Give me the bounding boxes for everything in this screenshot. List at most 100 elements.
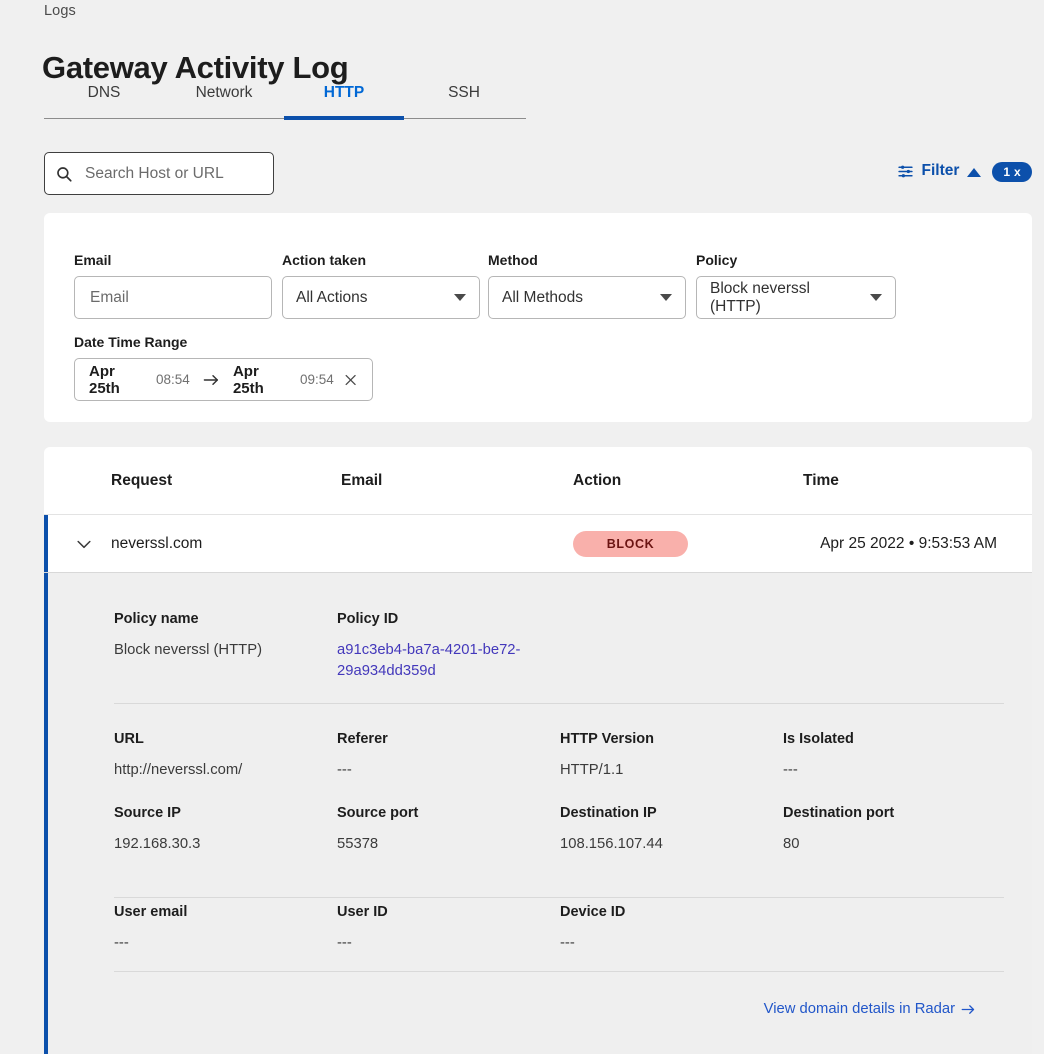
tab-ssh[interactable]: SSH (448, 84, 480, 101)
detail-device-id: Device ID --- (560, 904, 770, 954)
view-domain-details-in-radar-link[interactable]: View domain details in Radar (764, 1001, 976, 1017)
table-header-row: Request Email Action Time (44, 447, 1032, 515)
tab-http[interactable]: HTTP (284, 74, 404, 120)
detail-divider (114, 703, 1004, 704)
tab-dns[interactable]: DNS (87, 84, 121, 101)
detail-referer-label: Referer (337, 731, 388, 747)
date-range-end-date[interactable]: Apr 25th (232, 362, 264, 397)
detail-policy-id-link[interactable]: a91c3eb4-ba7a-4201-be72-29a934dd359d (337, 642, 521, 679)
detail-policy-id: Policy ID a91c3eb4-ba7a-4201-be72-29a934… (337, 611, 547, 682)
detail-device-id-label: Device ID (560, 904, 626, 920)
date-range-end-time[interactable]: 09:54 (299, 372, 334, 387)
column-header-action: Action (573, 471, 622, 489)
date-range-start-date[interactable]: Apr 25th (89, 362, 120, 397)
arrow-right-icon (961, 1004, 975, 1014)
row-selected-accent (44, 515, 48, 572)
date-range-control[interactable]: Apr 25th 08:54 Apr 25th 09:54 (74, 358, 373, 401)
caret-up-icon (967, 167, 982, 177)
detail-url: URL http://neverssl.com/ (114, 731, 324, 781)
detail-destination-port: Destination port 80 (783, 805, 993, 855)
detail-url-value: http://neverssl.com/ (114, 762, 243, 778)
detail-policy-name: Policy name Block neverssl (HTTP) (114, 611, 324, 661)
detail-http-version-label: HTTP Version (560, 731, 655, 747)
detail-user-email-label: User email (114, 904, 188, 920)
row-time: Apr 25 2022 • 9:53:53 AM (820, 534, 997, 552)
detail-user-id-label: User ID (337, 904, 388, 920)
action-taken-filter-label: Action taken (282, 252, 367, 268)
detail-is-isolated: Is Isolated --- (783, 731, 993, 781)
filter-field-date-time-range: Date Time Range Apr 25th 08:54 Apr 25th … (74, 334, 374, 401)
detail-http-version-value: HTTP/1.1 (560, 762, 624, 778)
arrow-right-icon (203, 374, 218, 385)
page-title: Gateway Activity Log (42, 49, 349, 85)
action-taken-select[interactable]: All Actions (282, 276, 480, 319)
filter-field-action-taken: Action taken All Actions (282, 252, 480, 319)
row-detail-panel: Policy name Block neverssl (HTTP) Policy… (44, 573, 1032, 1054)
detail-user-email-value: --- (114, 935, 129, 951)
detail-is-isolated-label: Is Isolated (783, 731, 854, 747)
detail-source-ip-value: 192.168.30.3 (114, 836, 201, 852)
filter-label: Filter (921, 162, 960, 179)
date-range-start-time[interactable]: 08:54 (156, 372, 190, 387)
email-filter-label: Email (74, 252, 112, 268)
detail-destination-ip-label: Destination IP (560, 805, 657, 821)
email-filter-input[interactable] (88, 287, 258, 308)
log-type-tabs: DNS Network HTTP SSH (44, 74, 526, 120)
breadcrumb[interactable]: Logs (44, 3, 76, 19)
detail-user-id-value: --- (337, 935, 352, 951)
radar-link-label: View domain details in Radar (763, 1001, 955, 1017)
method-filter-label: Method (488, 252, 538, 268)
detail-source-port-label: Source port (337, 805, 419, 821)
policy-value: Block neverssl (HTTP) (710, 279, 810, 315)
detail-user-email: User email --- (114, 904, 324, 954)
tab-network[interactable]: Network (195, 84, 253, 101)
table-row[interactable]: neverssl.com BLOCK Apr 25 2022 • 9:53:53… (44, 515, 1032, 573)
detail-destination-port-label: Destination port (783, 805, 895, 821)
status-badge: BLOCK (573, 530, 688, 557)
sliders-icon (897, 165, 913, 177)
date-range-label: Date Time Range (74, 334, 188, 350)
detail-destination-port-value: 80 (783, 836, 800, 852)
detail-referer-value: --- (337, 762, 352, 778)
column-header-time: Time (803, 471, 839, 489)
detail-device-id-value: --- (560, 935, 575, 951)
detail-source-port: Source port 55378 (337, 805, 547, 855)
search-input[interactable] (83, 163, 263, 184)
detail-policy-id-label: Policy ID (337, 611, 399, 627)
method-value: All Methods (502, 288, 583, 306)
detail-is-isolated-value: --- (783, 762, 798, 778)
policy-filter-label: Policy (696, 252, 738, 268)
detail-policy-name-value: Block neverssl (HTTP) (114, 642, 262, 658)
detail-referer: Referer --- (337, 731, 547, 781)
email-filter-input-wrap[interactable] (74, 276, 272, 319)
filter-panel: Email Action taken All Actions Method Al… (44, 213, 1032, 422)
filter-field-email: Email (74, 252, 272, 319)
action-taken-value: All Actions (296, 288, 368, 306)
policy-select[interactable]: Block neverssl (HTTP) (696, 276, 896, 319)
detail-selected-accent (44, 573, 48, 1054)
chevron-down-icon[interactable] (74, 534, 94, 554)
detail-user-id: User ID --- (337, 904, 547, 954)
activity-log-table: Request Email Action Time neverssl.com B… (44, 447, 1032, 573)
detail-destination-ip-value: 108.156.107.44 (560, 836, 663, 852)
detail-source-ip: Source IP 192.168.30.3 (114, 805, 324, 855)
filter-count-badge[interactable]: 1 x (992, 162, 1032, 182)
detail-policy-name-label: Policy name (114, 611, 199, 627)
method-select[interactable]: All Methods (488, 276, 686, 319)
detail-source-ip-label: Source IP (114, 805, 181, 821)
filter-toggle[interactable]: Filter 1 x (897, 160, 1032, 182)
detail-destination-ip: Destination IP 108.156.107.44 (560, 805, 770, 855)
chevron-down-icon (454, 294, 466, 301)
detail-content: Policy name Block neverssl (HTTP) Policy… (114, 573, 1004, 1054)
row-request-host: neverssl.com (111, 534, 203, 552)
search-box[interactable] (44, 152, 274, 195)
detail-divider (114, 971, 1004, 972)
filter-field-method: Method All Methods (488, 252, 686, 319)
filter-field-policy: Policy Block neverssl (HTTP) (696, 252, 896, 319)
detail-divider (114, 897, 1004, 898)
column-header-email: Email (341, 471, 383, 489)
close-icon[interactable] (343, 372, 358, 388)
chevron-down-icon (870, 294, 882, 301)
detail-http-version: HTTP Version HTTP/1.1 (560, 731, 770, 781)
